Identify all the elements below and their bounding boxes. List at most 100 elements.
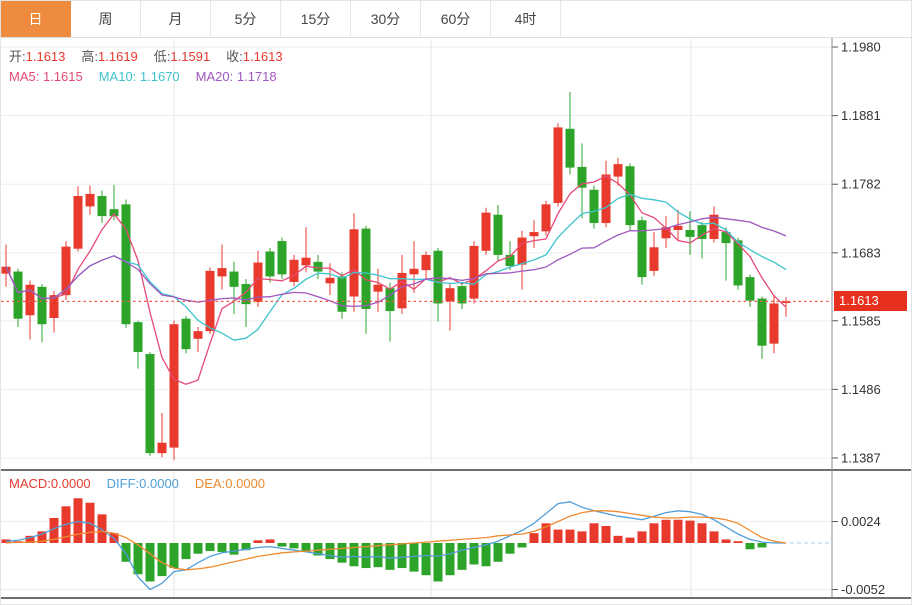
macd-bar [577, 531, 587, 543]
macd-bar [205, 543, 215, 552]
macd-bar [25, 535, 35, 543]
candle-body [397, 272, 407, 309]
macd-bar [145, 543, 155, 582]
macd-bar [469, 543, 479, 565]
candle-body [757, 298, 767, 346]
macd-bar [301, 543, 311, 552]
candle-body [745, 277, 755, 301]
y-axis-label: 1.1683 [841, 245, 881, 260]
macd-bar [589, 523, 599, 543]
macd-bar [553, 529, 563, 543]
tab-15min[interactable]: 15分 [281, 1, 351, 37]
candle-body [421, 254, 431, 271]
macd-bar [649, 523, 659, 543]
y-axis-label: 1.1782 [841, 177, 881, 192]
macd-bar [541, 523, 551, 543]
macd-bar [481, 543, 491, 567]
macd-bar [505, 543, 515, 554]
candle-body [553, 127, 563, 203]
candle-body [73, 196, 83, 249]
macd-bar [241, 543, 251, 551]
candle-body [181, 318, 191, 350]
candle-body [193, 331, 203, 339]
macd-bar [685, 520, 695, 543]
candle-body [337, 276, 347, 312]
candle-body [49, 295, 59, 318]
candle-body [769, 303, 779, 344]
macd-bar [637, 531, 647, 543]
macd-bar [565, 529, 575, 543]
candle-body [697, 225, 707, 239]
ma10-line [5, 193, 787, 341]
y-axis-label: 1.1881 [841, 108, 881, 123]
macd-bar [661, 519, 671, 543]
candle-body [157, 442, 167, 454]
ma5-line [5, 175, 787, 385]
candle-body [25, 284, 35, 316]
diff-line [5, 501, 786, 591]
candle-body [61, 246, 71, 296]
candle-body [349, 229, 359, 297]
candle-body [733, 240, 743, 286]
macd-bar [121, 543, 131, 562]
y-axis-label: 1.1486 [841, 382, 881, 397]
candle-body [445, 288, 455, 302]
candle-body [409, 268, 419, 275]
macd-bar [253, 540, 263, 543]
kline-chart-area[interactable]: 1.1980 1.1881 1.1782 1.1683 1.1585 1.1486 1.13… [1, 38, 912, 605]
macd-bar [673, 519, 683, 543]
candle-body [685, 229, 695, 237]
macd-bar [421, 543, 431, 576]
macd-bar [325, 543, 335, 560]
candle-body [109, 209, 119, 217]
tab-5min[interactable]: 5分 [211, 1, 281, 37]
tab-4hour[interactable]: 4时 [491, 1, 561, 37]
macd-bar [361, 543, 371, 569]
y-axis-label: 1.1585 [841, 313, 881, 328]
macd-bar [217, 543, 227, 552]
macd-bar [409, 543, 419, 572]
tab-week[interactable]: 周 [71, 1, 141, 37]
candle-body [637, 220, 647, 278]
macd-bar [601, 526, 611, 543]
candle-body [481, 212, 491, 251]
candle-body [565, 128, 575, 168]
macd-bar [337, 543, 347, 563]
candle-body [541, 204, 551, 232]
macd-bar [709, 531, 719, 543]
candle-body [613, 164, 623, 177]
tab-month[interactable]: 月 [141, 1, 211, 37]
candle-body [469, 245, 479, 299]
macd-bar [457, 543, 467, 570]
candle-body [649, 247, 659, 271]
macd-bar [157, 543, 167, 577]
kline-chart-svg[interactable]: 1.1980 1.1881 1.1782 1.1683 1.1585 1.1486 1.13… [1, 38, 912, 605]
macd-bar [625, 537, 635, 543]
macd-bar [697, 523, 707, 543]
macd-bar [517, 543, 527, 548]
candle-body [97, 196, 107, 217]
macd-bar [745, 543, 755, 550]
candle-body [13, 271, 23, 319]
candle-body [253, 262, 263, 303]
macd-bar [193, 543, 203, 554]
candle-body [265, 251, 275, 277]
candle-body [457, 286, 467, 304]
macd-bar [289, 543, 299, 549]
candle-body [121, 204, 131, 325]
candle-body [1, 266, 11, 274]
macd-bar [49, 517, 59, 543]
candle-body [721, 232, 731, 244]
candle-body [301, 257, 311, 266]
tab-day[interactable]: 日 [1, 1, 71, 37]
macd-bar [373, 543, 383, 568]
tab-30min[interactable]: 30分 [351, 1, 421, 37]
candle-body [589, 189, 599, 224]
candle-body [133, 322, 143, 352]
tab-60min[interactable]: 60分 [421, 1, 491, 37]
macd-axis-label: -0.0052 [841, 582, 885, 597]
macd-bar [493, 543, 503, 562]
candle-body [709, 214, 719, 239]
candle-body [529, 232, 539, 237]
candle-body [505, 254, 515, 267]
